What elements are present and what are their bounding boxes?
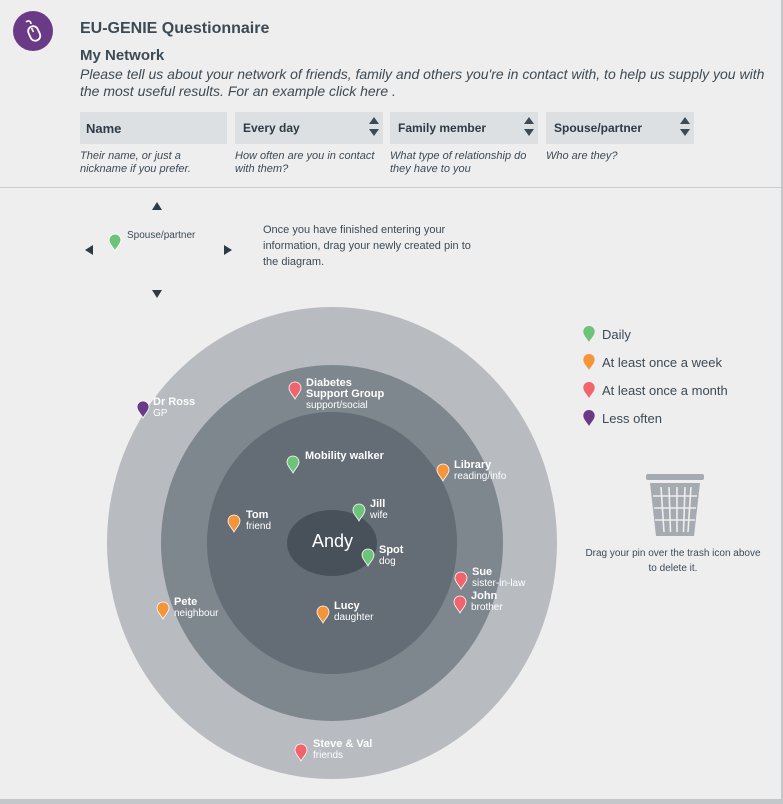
role-value: Spouse/partner	[554, 121, 643, 135]
pin-name: Lucy	[334, 600, 360, 612]
updown-arrow-icon	[369, 117, 379, 136]
pin-name: Pete	[174, 596, 198, 608]
legend-item: At least once a week	[582, 353, 722, 371]
network-pin[interactable]	[436, 463, 450, 482]
network-pin[interactable]	[453, 595, 467, 614]
mouse-icon	[25, 20, 42, 42]
network-pin[interactable]	[227, 514, 241, 533]
pin-role: reading/info	[454, 471, 507, 482]
pin-name: Jill	[370, 498, 386, 510]
pin-label: John brother	[471, 590, 503, 614]
pin-label: Steve & Val friends	[313, 738, 373, 762]
intro-text: Please tell us about your network of fri…	[80, 66, 780, 100]
network-pin[interactable]	[352, 503, 366, 522]
pin-name: Sue	[472, 566, 493, 578]
legend-label: At least once a week	[602, 354, 722, 370]
pin-role: dog	[379, 556, 396, 567]
name-hint: Their name, or just a nickname if you pr…	[80, 150, 191, 175]
pin-role: friends	[313, 750, 344, 761]
legend-label: Daily	[602, 326, 631, 342]
pin-label: Library reading/info	[454, 459, 507, 483]
pin-role: brother	[471, 602, 503, 613]
app-title: EU-GENIE Questionnaire	[80, 20, 270, 37]
drag-instructions: Once you have finished entering your inf…	[263, 224, 471, 268]
legend-label: At least once a month	[602, 382, 728, 398]
pin-name: Mobility walker	[305, 450, 384, 462]
new-pin-label: Spouse/partner	[127, 230, 196, 241]
pin-role: GP	[153, 408, 168, 419]
pin-label: Diabetes Support Group support/social	[306, 377, 385, 412]
divider	[0, 187, 783, 188]
pin-name: John	[471, 590, 498, 602]
updown-arrow-icon	[680, 117, 690, 136]
frequency-hint: How often are you in contact with them?	[235, 150, 375, 175]
pin-icon	[583, 353, 595, 371]
pin-name: Library	[454, 459, 492, 471]
network-pin[interactable]	[136, 400, 150, 419]
pin-name: Tom	[246, 509, 269, 521]
new-pin[interactable]	[108, 233, 122, 252]
pin-label: Jill wife	[370, 498, 388, 522]
intro-body: Please tell us about your network of fri…	[80, 66, 765, 99]
pin-icon	[583, 325, 595, 343]
pin-icon	[583, 381, 595, 399]
legend-item: Less often	[582, 409, 662, 427]
legend-label: Less often	[602, 410, 662, 426]
network-pin[interactable]	[156, 601, 170, 620]
name-input[interactable]: Name	[80, 112, 227, 144]
trash-help: Drag your pin over the trash icon above …	[585, 548, 761, 574]
pin-role: wife	[370, 510, 388, 521]
app-logo	[13, 11, 53, 51]
right-border	[781, 0, 783, 804]
relationship-select[interactable]: Family member	[390, 112, 538, 144]
pin-role: support/social	[306, 400, 368, 411]
trash-icon[interactable]	[645, 472, 705, 538]
pin-label: Lucy daughter	[334, 600, 374, 624]
pin-role: neighbour	[174, 608, 219, 619]
frequency-value: Every day	[243, 121, 300, 135]
pin-label: Tom friend	[246, 509, 272, 533]
pin-label: Sue sister-in-law	[472, 566, 526, 590]
pin-label: Pete neighbour	[174, 596, 219, 620]
legend-item: Daily	[582, 325, 631, 343]
pin-label: Spot dog	[379, 544, 404, 568]
intro-end: .	[388, 83, 396, 99]
pin-name: Dr Ross	[153, 396, 196, 408]
network-pin[interactable]	[294, 743, 308, 762]
section-title: My Network	[80, 47, 165, 64]
example-link[interactable]: click here	[329, 83, 389, 99]
pin-name: Diabetes Support Group	[306, 377, 385, 400]
pin-label: Mobility walker	[305, 451, 384, 462]
pin-role: daughter	[334, 612, 374, 623]
pin-label: Dr Ross GP	[153, 396, 196, 420]
legend-item: At least once a month	[582, 381, 728, 399]
network-pin[interactable]	[286, 455, 300, 474]
relationship-value: Family member	[398, 121, 487, 135]
role-hint: Who are they?	[546, 150, 618, 162]
center-circle	[287, 510, 377, 576]
pin-role: sister-in-law	[472, 578, 526, 589]
network-pin[interactable]	[316, 605, 330, 624]
pin-icon	[583, 409, 595, 427]
pin-name: Spot	[379, 544, 404, 556]
network-diagram	[107, 307, 557, 779]
network-pin[interactable]	[361, 548, 375, 567]
relationship-hint: What type of relationship do they have t…	[390, 150, 527, 175]
arrow-down-icon[interactable]	[152, 290, 162, 298]
center-label: Andy	[311, 531, 354, 551]
arrow-left-icon[interactable]	[85, 245, 93, 255]
arrow-right-icon[interactable]	[224, 245, 232, 255]
frequency-select[interactable]: Every day	[235, 112, 383, 144]
arrow-up-icon[interactable]	[152, 202, 162, 210]
network-pin[interactable]	[288, 381, 302, 400]
role-select[interactable]: Spouse/partner	[546, 112, 694, 144]
bottom-border	[0, 799, 783, 804]
network-pin[interactable]	[454, 571, 468, 590]
pin-name: Steve & Val	[313, 738, 373, 750]
updown-arrow-icon	[524, 117, 534, 136]
pin-role: friend	[246, 521, 272, 532]
